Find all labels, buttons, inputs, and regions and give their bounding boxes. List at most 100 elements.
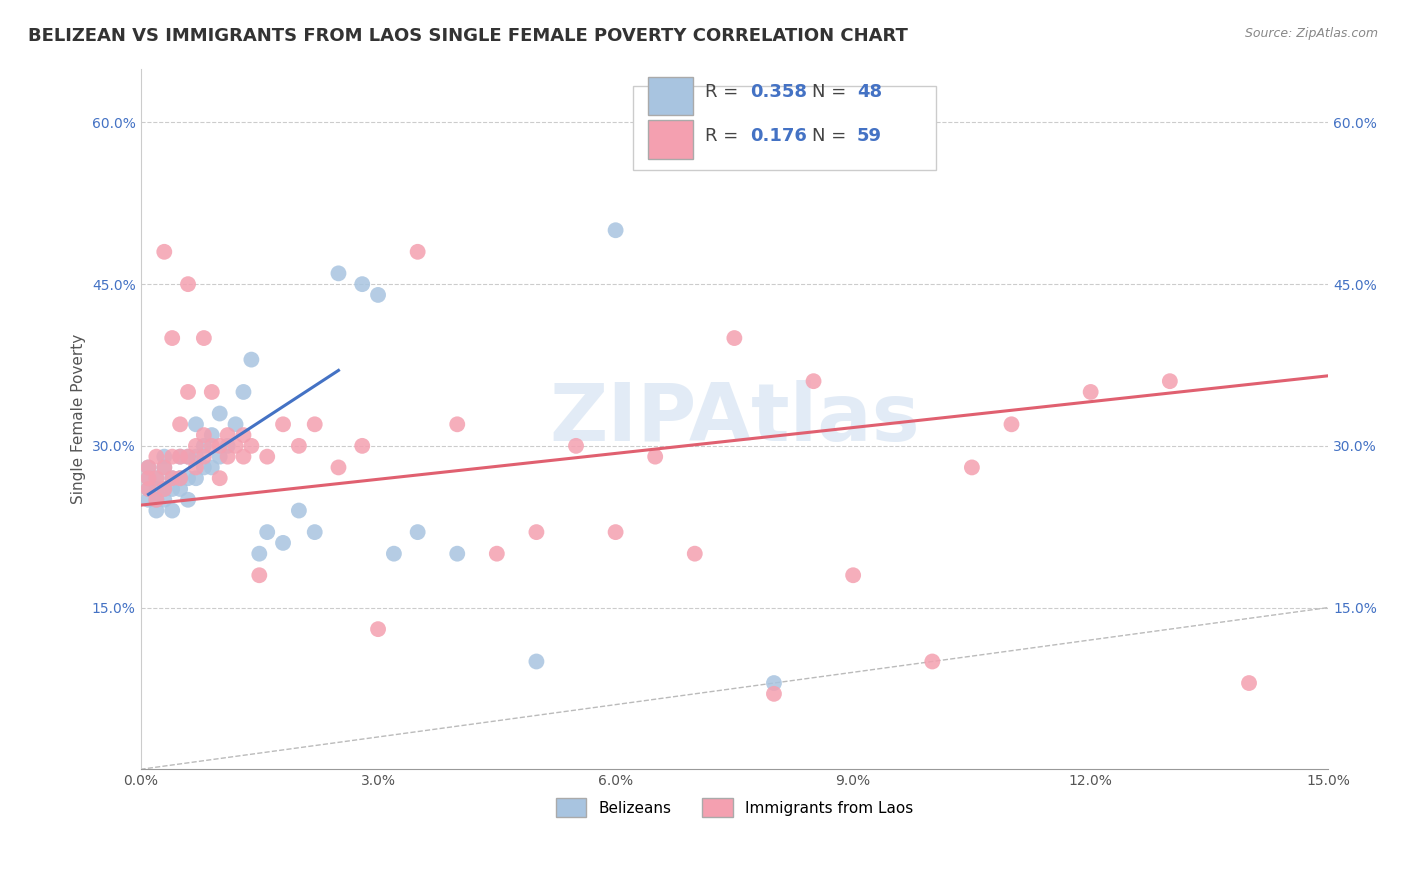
Point [271, 417, 294, 432]
Point [177, 384, 200, 399]
Point [177, 492, 200, 507]
Point [208, 407, 231, 421]
Point [138, 482, 160, 496]
FancyBboxPatch shape [634, 86, 936, 170]
Point [208, 450, 231, 464]
Point [352, 277, 374, 292]
Point [153, 244, 176, 259]
Point [842, 568, 865, 582]
Point [232, 450, 254, 464]
Point [1080, 384, 1102, 399]
Point [605, 223, 627, 237]
Point [153, 450, 176, 464]
Point [160, 471, 183, 485]
Point [193, 331, 215, 345]
Point [138, 482, 160, 496]
Point [565, 439, 588, 453]
Point [1000, 417, 1022, 432]
Point [304, 417, 326, 432]
Text: BELIZEAN VS IMMIGRANTS FROM LAOS SINGLE FEMALE POVERTY CORRELATION CHART: BELIZEAN VS IMMIGRANTS FROM LAOS SINGLE … [28, 27, 908, 45]
FancyBboxPatch shape [648, 120, 693, 159]
Point [1237, 676, 1260, 690]
Point [169, 471, 191, 485]
Point [328, 460, 350, 475]
Point [217, 439, 239, 453]
Point [762, 676, 785, 690]
Text: N =: N = [811, 83, 852, 101]
Point [138, 471, 160, 485]
Point [1159, 374, 1181, 388]
Point [177, 277, 200, 292]
Point [193, 439, 215, 453]
Point [247, 568, 270, 582]
Point [138, 460, 160, 475]
Point [177, 450, 200, 464]
Point [145, 471, 167, 485]
Point [232, 428, 254, 442]
Point [406, 525, 429, 540]
Point [160, 331, 183, 345]
Point [406, 244, 429, 259]
Point [217, 450, 239, 464]
Point [153, 482, 176, 496]
Point [184, 471, 207, 485]
Legend: Belizeans, Immigrants from Laos: Belizeans, Immigrants from Laos [548, 791, 921, 825]
Point [247, 547, 270, 561]
Point [208, 439, 231, 453]
Point [256, 450, 278, 464]
Point [193, 428, 215, 442]
Point [208, 471, 231, 485]
Point [153, 492, 176, 507]
Point [288, 439, 311, 453]
Point [177, 471, 200, 485]
Point [271, 536, 294, 550]
Text: N =: N = [811, 127, 852, 145]
Y-axis label: Single Female Poverty: Single Female Poverty [72, 334, 86, 504]
Point [160, 503, 183, 517]
Point [921, 655, 943, 669]
Point [762, 687, 785, 701]
Point [160, 482, 183, 496]
Point [184, 450, 207, 464]
Point [446, 547, 468, 561]
Point [526, 655, 548, 669]
Text: 0.176: 0.176 [749, 127, 807, 145]
Point [240, 439, 263, 453]
Point [217, 428, 239, 442]
Text: R =: R = [704, 83, 744, 101]
Point [145, 492, 167, 507]
Point [683, 547, 706, 561]
FancyBboxPatch shape [648, 77, 693, 115]
Point [169, 450, 191, 464]
Point [382, 547, 405, 561]
Point [145, 503, 167, 517]
Text: ZIPAtlas: ZIPAtlas [548, 380, 920, 458]
Point [803, 374, 825, 388]
Point [184, 439, 207, 453]
Text: 48: 48 [856, 83, 882, 101]
Point [367, 622, 389, 636]
Point [232, 384, 254, 399]
Point [153, 482, 176, 496]
Point [169, 450, 191, 464]
Point [367, 288, 389, 302]
Point [138, 471, 160, 485]
Point [184, 417, 207, 432]
Point [145, 450, 167, 464]
Point [160, 450, 183, 464]
Point [240, 352, 263, 367]
Point [201, 384, 224, 399]
Point [145, 492, 167, 507]
Point [201, 460, 224, 475]
Point [256, 525, 278, 540]
Point [960, 460, 983, 475]
Point [193, 460, 215, 475]
Point [153, 460, 176, 475]
Point [352, 439, 374, 453]
Point [145, 471, 167, 485]
Point [201, 428, 224, 442]
Point [446, 417, 468, 432]
Point [304, 525, 326, 540]
Point [145, 482, 167, 496]
Point [169, 482, 191, 496]
